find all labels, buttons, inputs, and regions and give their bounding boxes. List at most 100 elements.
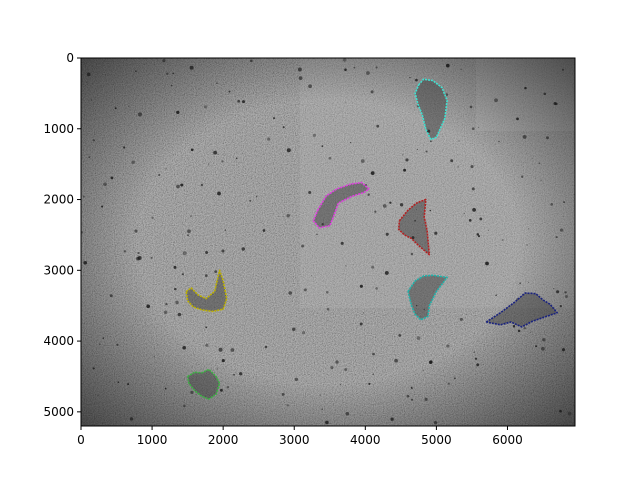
debris-speck	[405, 158, 409, 162]
debris-speck	[235, 157, 238, 160]
debris-speck	[294, 377, 299, 382]
debris-speck	[123, 250, 126, 253]
debris-speck	[83, 260, 88, 265]
debris-speck	[176, 184, 180, 189]
debris-speck	[526, 244, 528, 246]
debris-speck	[237, 99, 241, 103]
debris-speck	[228, 90, 231, 93]
x-tick-label: 3000	[279, 433, 310, 447]
debris-speck	[487, 229, 489, 231]
contour-layer	[185, 78, 559, 400]
debris-speck	[176, 110, 180, 115]
debris-speck	[292, 327, 296, 331]
contour-region-5	[186, 270, 227, 312]
debris-speck	[519, 282, 521, 284]
debris-speck	[117, 381, 120, 383]
debris-speck	[82, 195, 85, 198]
debris-speck	[367, 193, 370, 196]
debris-speck	[528, 281, 530, 283]
debris-speck	[359, 322, 363, 326]
debris-speck	[128, 105, 130, 107]
debris-speck	[198, 88, 200, 90]
debris-speck	[371, 265, 375, 269]
debris-speck	[538, 162, 541, 165]
debris-speck	[158, 174, 161, 176]
debris-speck	[182, 346, 186, 350]
debris-speck	[241, 247, 246, 251]
debris-speck	[472, 208, 476, 212]
debris-speck	[255, 195, 258, 198]
debris-speck	[282, 126, 285, 129]
debris-speck	[479, 217, 483, 221]
debris-speck	[340, 241, 344, 245]
debris-speck	[281, 392, 285, 396]
debris-speck	[372, 352, 375, 356]
debris-speck	[86, 81, 88, 83]
debris-speck	[457, 166, 459, 168]
debris-speck	[339, 383, 342, 386]
debris-speck	[239, 372, 243, 376]
debris-speck	[363, 312, 365, 314]
debris-speck	[360, 159, 365, 163]
debris-speck	[187, 234, 189, 236]
debris-speck	[498, 140, 500, 143]
debris-speck	[102, 337, 105, 339]
debris-speck	[325, 420, 329, 425]
debris-speck	[200, 183, 204, 187]
debris-speck	[177, 312, 182, 317]
debris-speck	[282, 215, 284, 217]
debris-speck	[153, 356, 155, 358]
debris-speck	[463, 213, 465, 215]
debris-speck	[116, 343, 119, 346]
debris-speck	[385, 232, 389, 236]
debris-speck	[447, 382, 451, 386]
debris-speck	[131, 160, 135, 165]
debris-speck	[345, 411, 350, 416]
debris-speck	[458, 140, 460, 142]
debris-speck	[205, 326, 208, 329]
debris-speck	[183, 404, 186, 408]
debris-speck	[321, 145, 324, 148]
debris-speck	[88, 156, 91, 159]
y-tick-label: 3000	[43, 263, 74, 277]
debris-speck	[410, 398, 414, 401]
debris-speck	[221, 359, 225, 363]
debris-speck	[308, 84, 312, 89]
debris-speck	[359, 284, 363, 288]
debris-speck	[180, 183, 184, 187]
debris-speck	[123, 146, 126, 149]
debris-speck	[345, 265, 347, 267]
debris-speck	[286, 404, 289, 407]
debris-speck	[233, 374, 235, 376]
debris-speck	[409, 76, 411, 79]
debris-speck	[478, 127, 480, 129]
debris-speck	[138, 112, 142, 117]
debris-speck	[375, 66, 378, 69]
debris-speck	[532, 157, 534, 159]
debris-speck	[135, 70, 137, 73]
debris-speck	[217, 191, 221, 196]
debris-speck	[319, 394, 321, 396]
debris-speck	[214, 270, 218, 273]
debris-speck	[394, 358, 398, 363]
y-tick-label: 4000	[43, 334, 74, 348]
debris-speck	[550, 203, 553, 206]
debris-speck	[216, 82, 218, 84]
debris-speck	[459, 317, 463, 321]
debris-speck	[90, 99, 93, 101]
debris-speck	[204, 274, 208, 277]
debris-speck	[501, 239, 504, 241]
debris-speck	[561, 68, 565, 71]
debris-speck	[101, 205, 104, 208]
debris-speck	[370, 90, 374, 94]
y-axis: 0 1000 2000 3000 4000 5000	[43, 51, 81, 419]
debris-speck	[134, 229, 138, 233]
debris-speck	[495, 294, 497, 297]
debris-speck	[474, 357, 478, 360]
plot-area	[81, 58, 575, 426]
debris-speck	[330, 366, 334, 370]
debris-speck	[92, 139, 95, 142]
debris-speck	[416, 148, 418, 151]
debris-speck	[415, 78, 418, 82]
contour-line-5	[185, 269, 228, 313]
